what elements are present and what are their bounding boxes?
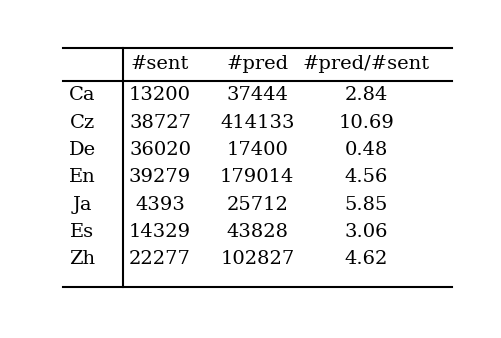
- Text: 22277: 22277: [129, 250, 190, 268]
- Text: 4393: 4393: [135, 195, 184, 214]
- Text: 38727: 38727: [129, 114, 191, 131]
- Text: 13200: 13200: [129, 86, 191, 104]
- Text: 25712: 25712: [226, 195, 288, 214]
- Text: 102827: 102827: [220, 250, 294, 268]
- Text: 17400: 17400: [226, 141, 288, 159]
- Text: 43828: 43828: [226, 223, 288, 241]
- Text: 39279: 39279: [129, 168, 191, 186]
- Text: 4.62: 4.62: [344, 250, 387, 268]
- Text: 37444: 37444: [226, 86, 288, 104]
- Text: 14329: 14329: [129, 223, 191, 241]
- Text: Cz: Cz: [70, 114, 95, 131]
- Text: Ca: Ca: [69, 86, 95, 104]
- Text: 0.48: 0.48: [344, 141, 387, 159]
- Text: Es: Es: [70, 223, 94, 241]
- Text: En: En: [69, 168, 95, 186]
- Text: #pred: #pred: [226, 55, 288, 73]
- Text: De: De: [69, 141, 96, 159]
- Text: 5.85: 5.85: [344, 195, 387, 214]
- Text: 179014: 179014: [219, 168, 294, 186]
- Text: Zh: Zh: [69, 250, 95, 268]
- Text: Ja: Ja: [72, 195, 92, 214]
- Text: 2.84: 2.84: [344, 86, 387, 104]
- Text: #pred/#sent: #pred/#sent: [302, 55, 429, 73]
- Text: 10.69: 10.69: [338, 114, 393, 131]
- Text: #sent: #sent: [131, 55, 189, 73]
- Text: 4.56: 4.56: [344, 168, 387, 186]
- Text: 414133: 414133: [219, 114, 294, 131]
- Text: 3.06: 3.06: [344, 223, 387, 241]
- Text: 36020: 36020: [129, 141, 191, 159]
